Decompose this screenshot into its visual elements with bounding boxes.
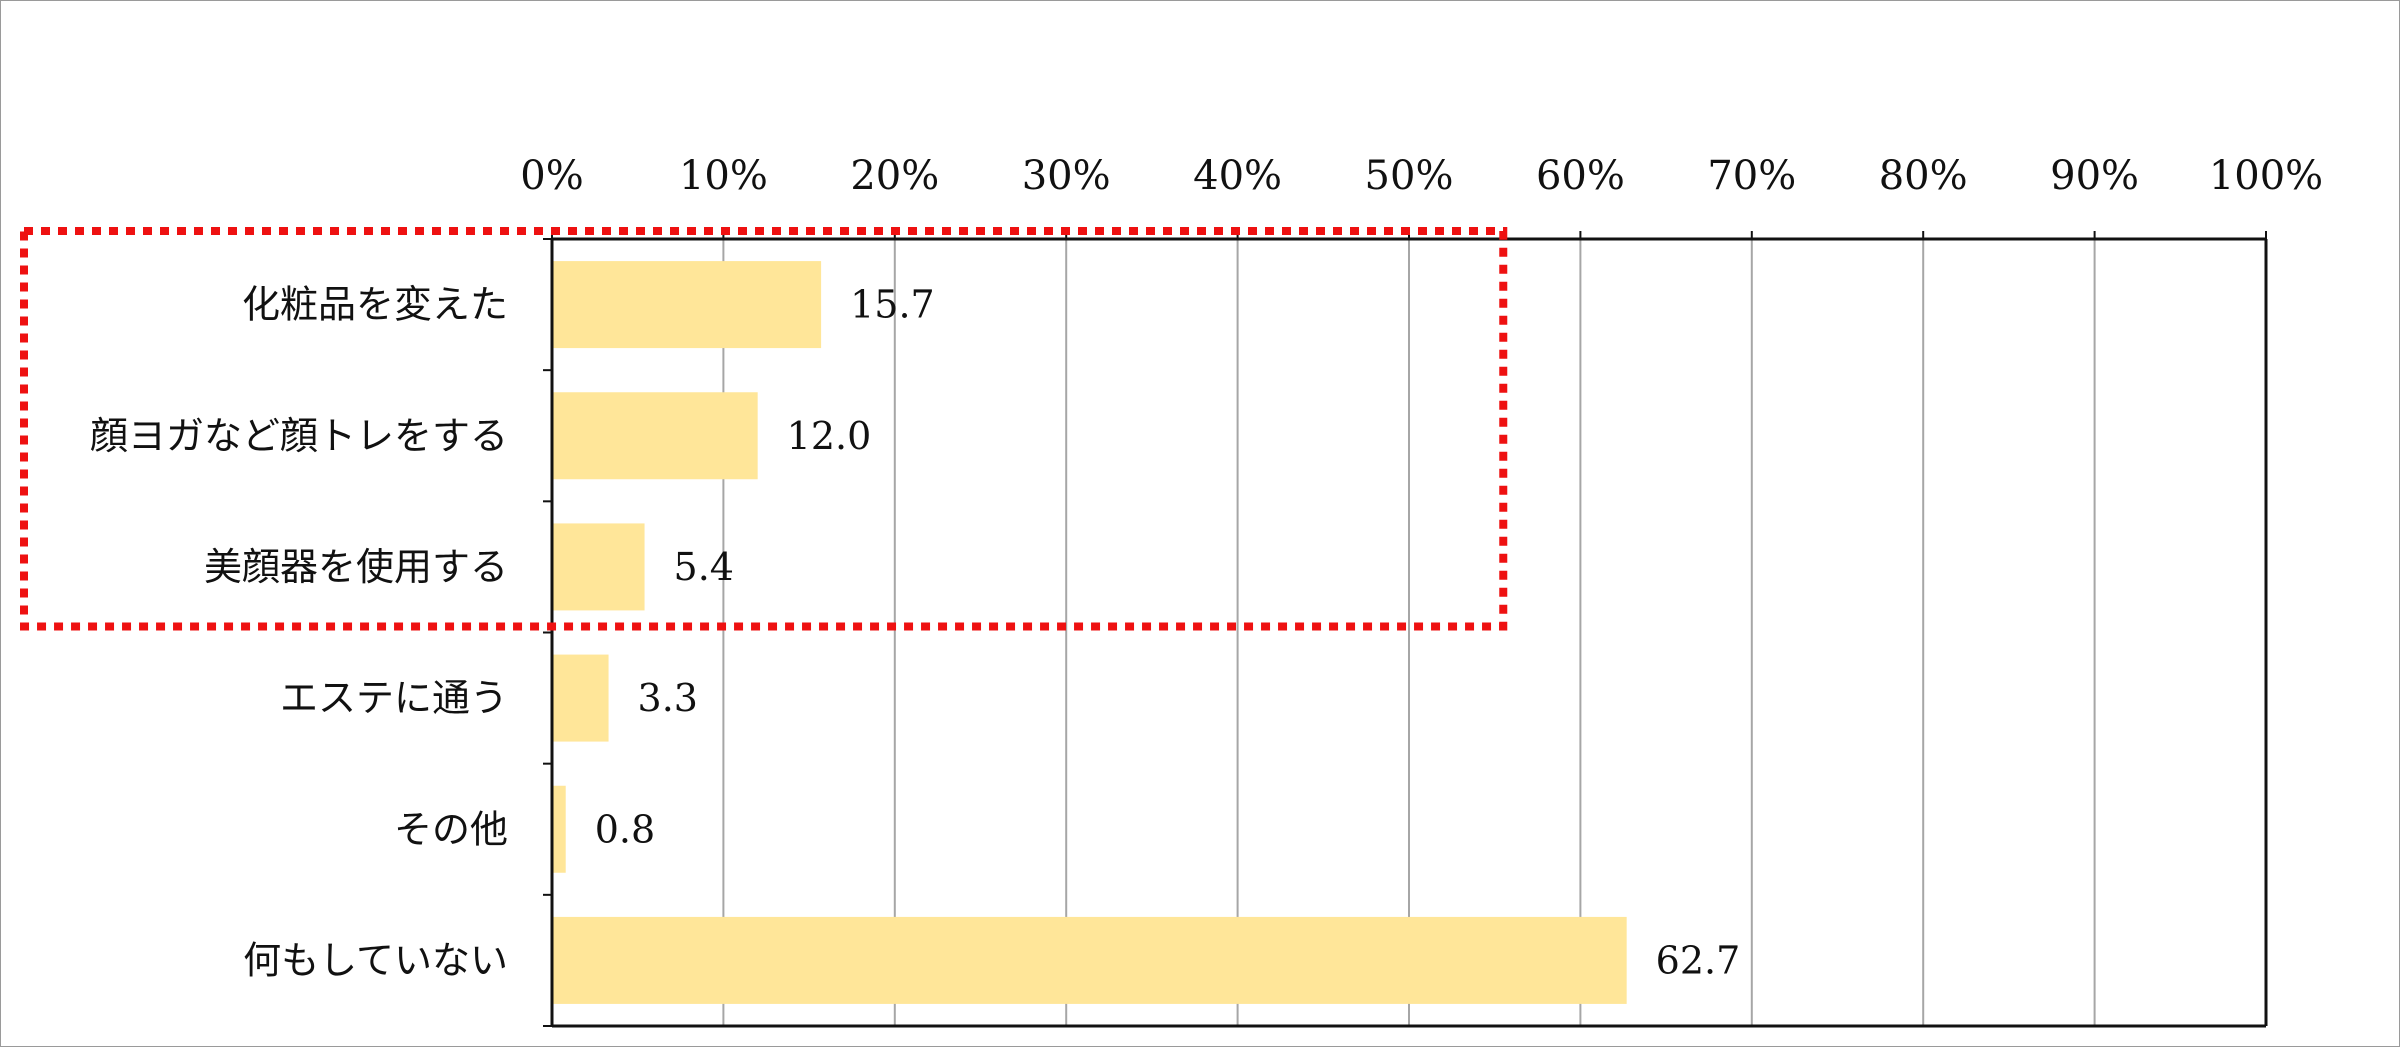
gridlines (722, 239, 2096, 1026)
highlight (20, 227, 1508, 631)
x-tick-label: 80% (1879, 153, 1968, 199)
x-tick-label: 0% (520, 153, 583, 199)
data-label: 5.4 (674, 545, 734, 589)
bar-3 (553, 654, 609, 742)
labels: 0% 10% 20% 30% 40% 50% 60% 70% 80% 90% 100% 化粧品を変えた… (90, 153, 2323, 982)
x-tick-label: 100% (2209, 153, 2323, 199)
category-label: 顔ヨガなど顔トレをする (90, 414, 508, 458)
bar-5 (553, 916, 1627, 1004)
bar-2 (553, 523, 645, 611)
data-label: 62.7 (1656, 938, 1741, 982)
data-label: 0.8 (595, 807, 655, 851)
x-tick-label: 20% (850, 153, 939, 199)
x-tick-label: 70% (1707, 153, 1796, 199)
category-label: 美顔器を使用する (204, 545, 508, 589)
x-tick-label: 10% (679, 153, 768, 199)
category-label: その他 (394, 807, 508, 851)
x-tick-label: 50% (1365, 153, 1454, 199)
x-tick-label: 60% (1536, 153, 1625, 199)
bar-0 (553, 261, 822, 349)
x-tick-label: 30% (1022, 153, 1111, 199)
data-label: 15.7 (850, 283, 935, 327)
category-label: 何もしていない (243, 938, 508, 982)
x-tick-label: 40% (1193, 153, 1282, 199)
category-label: エステに通う (280, 676, 508, 720)
highlight-box (20, 227, 1508, 631)
bars (553, 261, 1627, 1004)
bar-1 (553, 392, 758, 480)
bar-4 (553, 785, 566, 873)
data-label: 3.3 (638, 676, 698, 720)
category-label: 化粧品を変えた (242, 283, 508, 327)
data-label: 12.0 (787, 414, 872, 458)
x-tick-label: 90% (2050, 153, 2139, 199)
